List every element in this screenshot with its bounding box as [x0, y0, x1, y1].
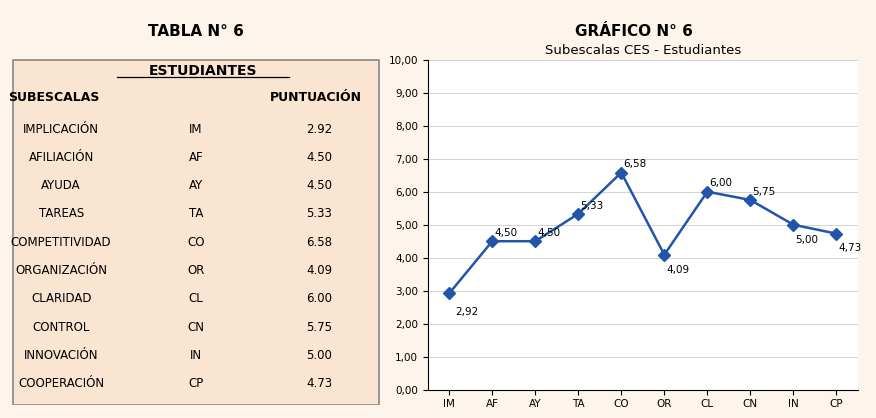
Text: TAREAS: TAREAS [39, 207, 84, 220]
Text: 5.75: 5.75 [307, 321, 332, 334]
Text: ORGANIZACIÓN: ORGANIZACIÓN [15, 264, 107, 277]
FancyBboxPatch shape [12, 60, 379, 405]
Text: INNOVACIÓN: INNOVACIÓN [24, 349, 98, 362]
Text: IMPLICACIÓN: IMPLICACIÓN [23, 122, 99, 135]
Text: OR: OR [187, 264, 204, 277]
Text: CN: CN [187, 321, 204, 334]
Text: 4.73: 4.73 [307, 377, 332, 390]
Text: COMPETITIVIDAD: COMPETITIVIDAD [11, 236, 111, 249]
Text: 5.00: 5.00 [307, 349, 332, 362]
Text: 4.09: 4.09 [307, 264, 332, 277]
Text: 2.92: 2.92 [306, 122, 332, 135]
Text: AYUDA: AYUDA [41, 179, 81, 192]
Text: CO: CO [187, 236, 204, 249]
Text: CONTROL: CONTROL [32, 321, 90, 334]
Text: AF: AF [188, 151, 203, 164]
Text: COOPERACIÓN: COOPERACIÓN [18, 377, 104, 390]
Text: IN: IN [190, 349, 201, 362]
Text: 6.00: 6.00 [307, 292, 332, 305]
Text: CLARIDAD: CLARIDAD [31, 292, 91, 305]
Text: CP: CP [188, 377, 203, 390]
Text: SUBESCALAS: SUBESCALAS [8, 91, 99, 104]
Text: 6.58: 6.58 [307, 236, 332, 249]
Text: 4.50: 4.50 [307, 179, 332, 192]
Text: PUNTUACIÓN: PUNTUACIÓN [270, 91, 362, 104]
Text: AFILIACIÓN: AFILIACIÓN [29, 151, 94, 164]
Text: 5.33: 5.33 [307, 207, 332, 220]
Text: IM: IM [189, 122, 202, 135]
Text: 4.50: 4.50 [307, 151, 332, 164]
Text: TA: TA [188, 207, 203, 220]
Text: CL: CL [188, 292, 203, 305]
Text: AY: AY [188, 179, 203, 192]
Text: GRÁFICO N° 6: GRÁFICO N° 6 [575, 24, 692, 39]
Text: TABLA N° 6: TABLA N° 6 [148, 24, 244, 39]
Text: ESTUDIANTES: ESTUDIANTES [149, 64, 258, 78]
